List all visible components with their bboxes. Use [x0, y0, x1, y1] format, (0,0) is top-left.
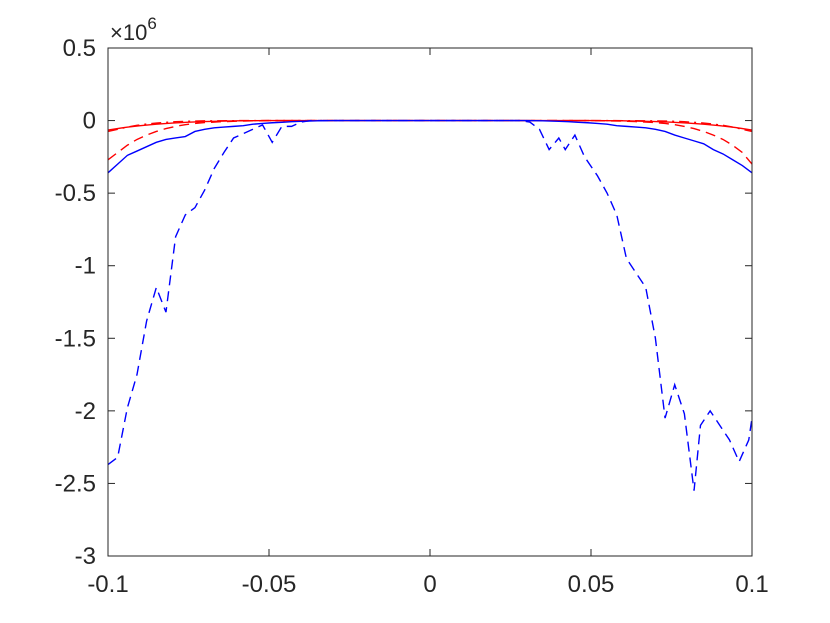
x-tick-label: -0.1	[87, 571, 128, 598]
y-tick-label: -2.5	[55, 470, 96, 497]
y-tick-label: 0.5	[63, 35, 96, 62]
y-tick-label: -1	[75, 253, 96, 280]
y-multiplier-text: ×10	[110, 20, 147, 45]
y-exponent-text: 6	[147, 14, 156, 33]
x-tick-label: -0.05	[242, 571, 297, 598]
y-axis-ticks: 0.5 0 -0.5 -1 -1.5 -2 -2.5 -3	[55, 35, 752, 570]
x-axis-ticks: -0.1 -0.05 0 0.05 0.1	[87, 48, 769, 598]
y-exponent-label: ×106	[110, 14, 157, 45]
y-tick-label: -0.5	[55, 180, 96, 207]
y-tick-label: -2	[75, 398, 96, 425]
plot-area	[108, 48, 752, 556]
y-tick-label: -3	[75, 543, 96, 570]
series-line-5	[107, 119, 753, 491]
x-tick-label: 0.05	[568, 571, 615, 598]
y-tick-label: 0	[83, 108, 96, 135]
x-tick-label: 0	[423, 571, 436, 598]
y-tick-label: -1.5	[55, 325, 96, 352]
series-layer	[107, 119, 753, 491]
x-tick-label: 0.1	[735, 571, 768, 598]
series-line-3	[107, 119, 753, 165]
